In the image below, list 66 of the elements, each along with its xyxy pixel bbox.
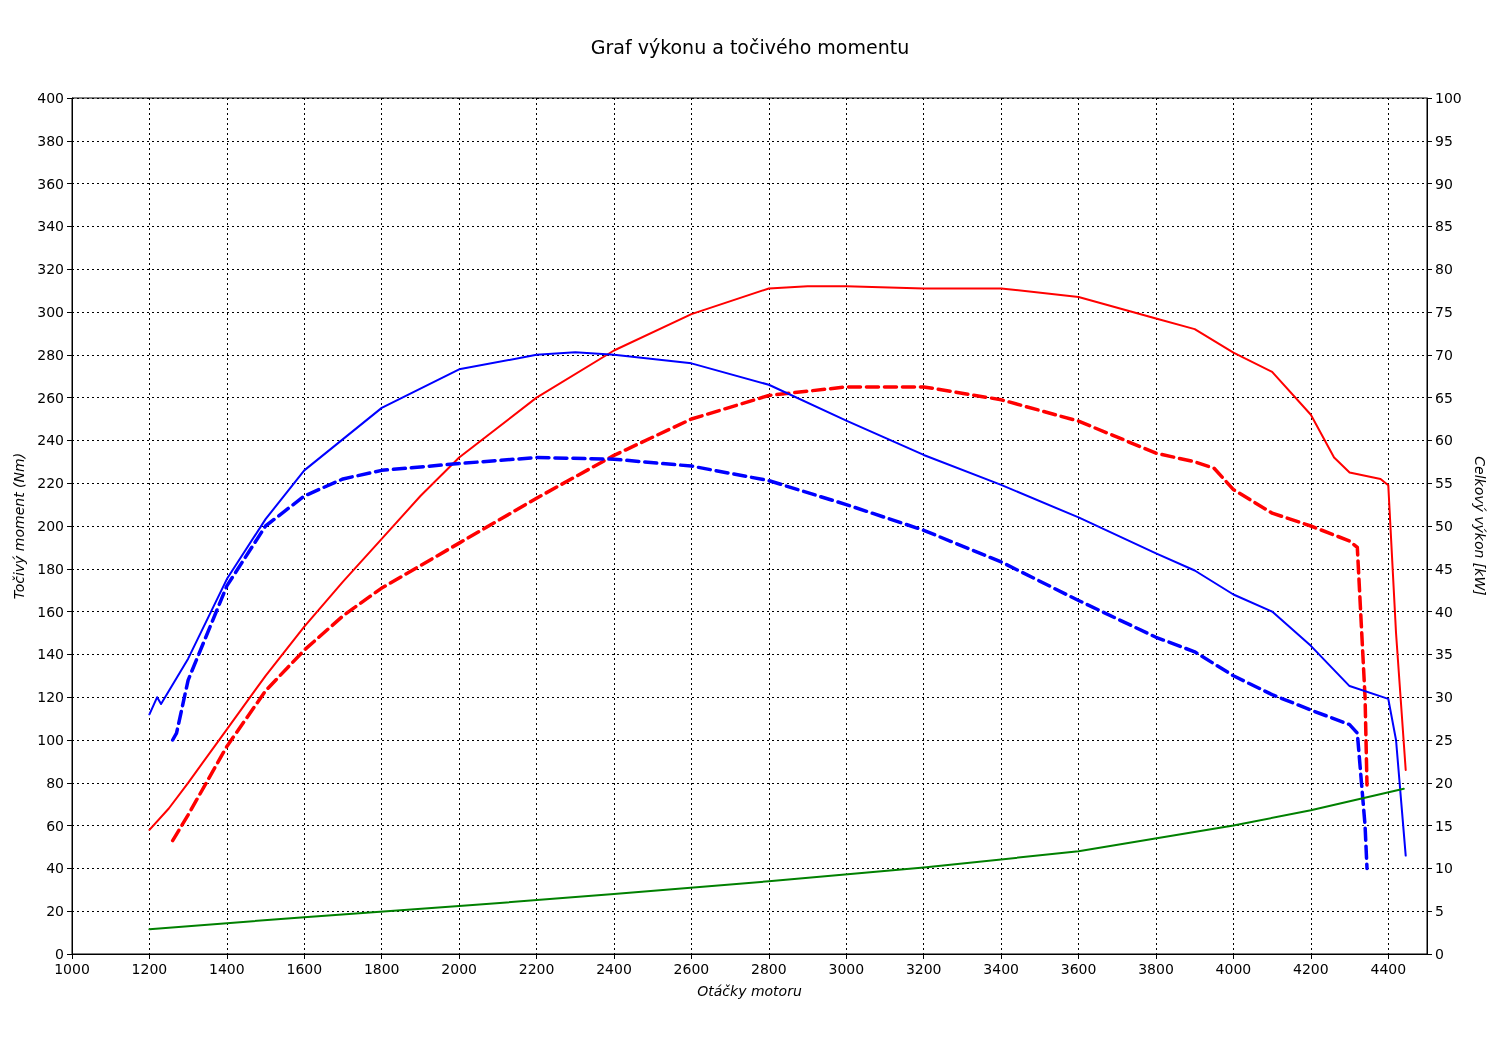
x-tick-label: 4400 (1370, 961, 1407, 977)
y-axis-title: Točivý moment (Nm) (11, 452, 28, 600)
y2-tick-label: 65 (1435, 389, 1453, 406)
x-tick-label: 1400 (209, 961, 245, 977)
y-tick-label: 80 (46, 774, 64, 791)
y-tick-label: 120 (37, 689, 64, 706)
x-tick-label: 4200 (1293, 961, 1329, 977)
y2-tick-label: 15 (1435, 817, 1453, 834)
y-tick-label: 260 (37, 389, 64, 406)
y-tick-label: 140 (37, 646, 64, 663)
y2-tick-label: 35 (1435, 646, 1453, 663)
x-tick-label: 2600 (673, 961, 710, 977)
y-tick-label: 240 (37, 432, 64, 449)
y-tick-label: 400 (37, 90, 64, 106)
chart-title: Graf výkonu a točivého momentu (590, 35, 910, 58)
y-tick-label: 20 (46, 903, 64, 920)
x-tick-label: 4000 (1215, 961, 1252, 977)
y-tick-label: 0 (55, 946, 64, 962)
x-tick-label: 2000 (441, 961, 477, 977)
y2-tick-label: 95 (1435, 132, 1453, 149)
x-tick-label: 3000 (828, 961, 865, 977)
line-series (148, 787, 1405, 931)
y2-tick-label: 0 (1435, 946, 1444, 962)
x-tick-label: 2200 (518, 961, 555, 977)
y2-tick-label: 50 (1435, 518, 1453, 534)
y2-tick-label: 60 (1435, 432, 1453, 449)
y2-tick-label: 45 (1435, 560, 1453, 577)
y-tick-label: 100 (37, 732, 64, 748)
x-tick-label: 3400 (983, 961, 1019, 977)
y2-tick-label: 5 (1435, 903, 1444, 920)
x-tick-label: 3800 (1138, 961, 1174, 977)
x-tick-label: 1000 (54, 961, 90, 977)
y2-tick-label: 85 (1435, 218, 1453, 235)
y2-tick-label: 30 (1435, 689, 1453, 706)
y2-tick-label: 75 (1435, 304, 1453, 320)
x-axis-title: Otáčky motoru (697, 983, 802, 999)
y-tick-label: 280 (37, 346, 64, 363)
x-tick-label: 2800 (751, 961, 787, 977)
y2-tick-label: 25 (1435, 732, 1453, 748)
y2-tick-label: 100 (1435, 90, 1462, 106)
y2-tick-label: 40 (1435, 603, 1453, 620)
x-tick-label: 3200 (905, 961, 942, 977)
y2-tick-label: 70 (1435, 346, 1453, 363)
y-tick-label: 40 (46, 860, 64, 877)
y-tick-label: 200 (37, 518, 64, 534)
y2-tick-label: 10 (1435, 860, 1453, 877)
y-tick-label: 180 (37, 560, 64, 577)
y-tick-label: 220 (37, 475, 64, 492)
y2-axis-title: Celkový výkon [kW] (1471, 456, 1488, 596)
y-tick-label: 340 (37, 218, 64, 235)
x-tick-label: 2400 (596, 961, 632, 977)
y-tick-label: 360 (37, 175, 64, 192)
y-tick-label: 60 (46, 817, 64, 834)
y-tick-label: 320 (37, 261, 64, 278)
y-tick-label: 380 (37, 132, 64, 149)
y2-tick-label: 80 (1435, 261, 1453, 278)
line-series (148, 285, 1407, 831)
x-tick-label: 1600 (286, 961, 323, 977)
y2-tick-label: 55 (1435, 475, 1453, 492)
x-tick-label: 1800 (363, 961, 400, 977)
y2-tick-label: 20 (1435, 774, 1453, 791)
x-tick-label: 1200 (131, 961, 168, 977)
y2-tick-label: 90 (1435, 175, 1453, 192)
y-tick-label: 160 (37, 603, 64, 620)
x-tick-label: 3600 (1060, 961, 1097, 977)
y-tick-label: 300 (37, 304, 64, 320)
